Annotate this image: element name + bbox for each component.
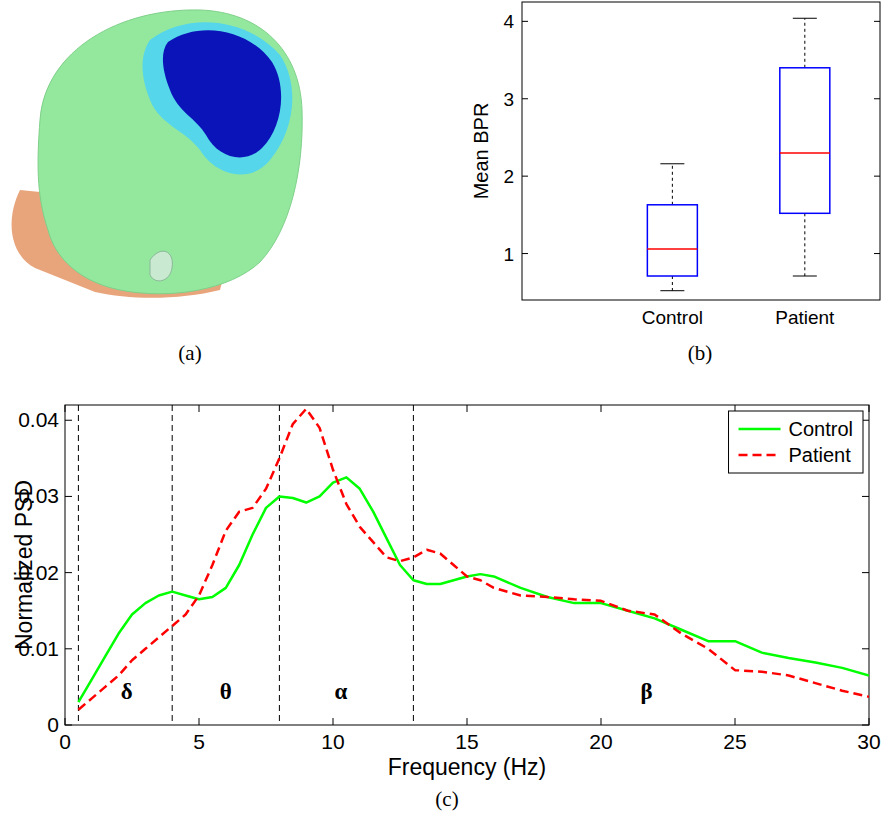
- series-line: [78, 409, 869, 710]
- whisker-cap: [793, 276, 817, 277]
- x-tick: [199, 718, 200, 725]
- whisker-cap: [660, 163, 684, 164]
- y-tick: [522, 98, 528, 99]
- legend-label: Control: [789, 418, 853, 440]
- legend-swatch: [739, 454, 781, 457]
- y-tick: [862, 572, 869, 573]
- y-tick: [874, 176, 880, 177]
- x-tick: [735, 718, 736, 725]
- panel-caption: (b): [688, 341, 713, 365]
- x-tick: [199, 405, 200, 412]
- y-tick-label: 1: [503, 244, 514, 265]
- y-tick: [522, 176, 528, 177]
- x-tick: [869, 405, 870, 412]
- series-line: [78, 477, 869, 702]
- panel-caption: (c): [435, 787, 458, 811]
- x-tick: [467, 405, 468, 412]
- x-tick: [467, 718, 468, 725]
- median: [780, 152, 830, 154]
- box-plot: 1 2 3 4 Mean BPR Control Patient: [470, 2, 880, 328]
- y-axis-title: Mean BPR: [470, 103, 492, 200]
- band-boundary: [78, 405, 79, 725]
- x-tick-label: 5: [193, 730, 205, 753]
- x-tick: [333, 718, 334, 725]
- box-marks: [647, 18, 829, 290]
- y-tick: [65, 420, 72, 421]
- band-boundary: [279, 405, 280, 725]
- figure: (a) 1 2 3 4 Mean BPR Control Patient (b) 0 5 10 15 20…: [0, 0, 894, 817]
- blob-inner: [163, 30, 281, 157]
- legend-swatch: [739, 428, 781, 431]
- whisker: [672, 164, 673, 205]
- x-tick: [65, 718, 66, 725]
- legend-label: Patient: [789, 444, 852, 466]
- y-tick-label: 2: [503, 166, 514, 187]
- x-tick-label: Patient: [775, 307, 835, 328]
- y-tick: [65, 648, 72, 649]
- x-tick-label: 15: [455, 730, 478, 753]
- line-marks: [78, 405, 869, 725]
- y-tick: [65, 496, 72, 497]
- x-tick-label: 0: [59, 730, 71, 753]
- legend-box: [729, 411, 863, 473]
- band-label: α: [335, 679, 348, 704]
- y-tick: [862, 725, 869, 726]
- x-tick-label: Control: [642, 307, 703, 328]
- y-tick: [874, 253, 880, 254]
- y-tick: [65, 725, 72, 726]
- y-tick: [522, 253, 528, 254]
- y-tick: [874, 21, 880, 22]
- band-label: β: [640, 679, 652, 704]
- whisker-cap: [660, 290, 684, 291]
- whisker: [804, 18, 805, 68]
- legend: Control Patient: [729, 411, 863, 473]
- band-boundary: [413, 405, 414, 725]
- median: [647, 248, 697, 250]
- scalp: [38, 10, 302, 294]
- y-tick: [862, 648, 869, 649]
- y-tick: [65, 572, 72, 573]
- x-tick-label: 10: [321, 730, 344, 753]
- x-tick: [601, 718, 602, 725]
- plot-frame: [522, 2, 880, 300]
- line-chart: 05101520253000.010.020.030.04Frequency (…: [11, 405, 881, 780]
- box: [647, 205, 697, 276]
- ear: [150, 251, 172, 281]
- y-tick-label: 0.04: [18, 408, 59, 431]
- y-tick: [522, 21, 528, 22]
- x-tick-label: 25: [723, 730, 746, 753]
- blob-outer: [143, 22, 293, 174]
- y-axis-title: Normalized PSD: [11, 480, 37, 650]
- x-axis-title: Frequency (Hz): [388, 754, 546, 780]
- x-tick: [65, 405, 66, 412]
- x-tick-label: 20: [589, 730, 612, 753]
- y-tick: [874, 98, 880, 99]
- box: [780, 68, 830, 214]
- band-boundary: [172, 405, 173, 725]
- x-tick: [601, 405, 602, 412]
- plot-frame: [65, 405, 869, 725]
- y-tick-label: 0: [47, 713, 59, 736]
- band-label: δ: [121, 679, 133, 704]
- whisker: [672, 276, 673, 291]
- y-tick-label: 3: [503, 89, 514, 110]
- x-tick-label: 30: [857, 730, 880, 753]
- x-tick: [869, 718, 870, 725]
- x-tick: [333, 405, 334, 412]
- whisker-cap: [793, 18, 817, 19]
- band-label: θ: [220, 679, 232, 704]
- y-tick: [862, 496, 869, 497]
- head-map: [12, 10, 303, 298]
- y-tick-label: 4: [503, 11, 514, 32]
- panel-caption: (a): [178, 341, 201, 365]
- whisker: [804, 213, 805, 276]
